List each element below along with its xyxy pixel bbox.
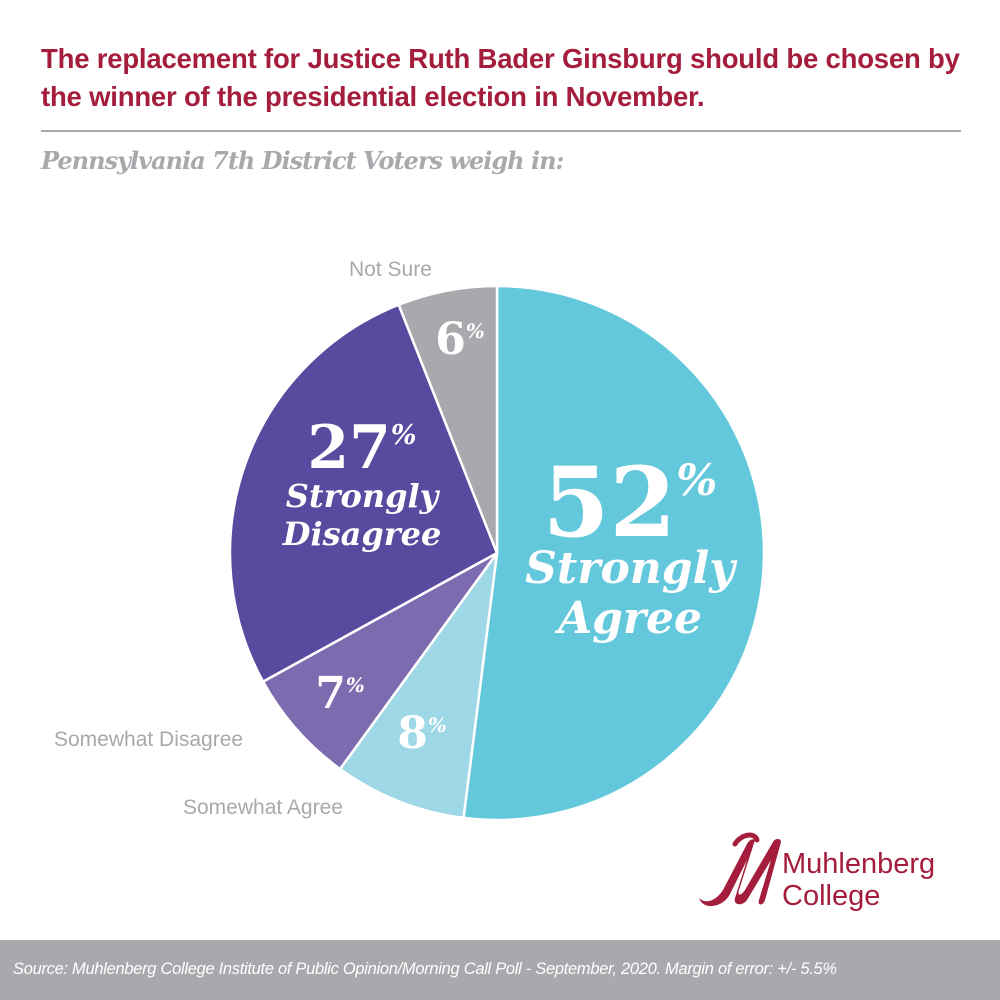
pie-slice-somewhat-disagree [261,551,499,771]
logo-line1: Muhlenberg [782,848,936,880]
percent-sign: % [427,713,447,737]
value-somewhat-disagree: 7% [300,672,380,716]
value-number: 52 [542,446,677,559]
muhlenberg-m-logo-icon [699,832,781,907]
label-somewhat-disagree: Somewhat Disagree [54,728,244,751]
label-not-sure: Not Sure [349,258,432,281]
value-strongly-disagree: 27% Strongly Disagree [262,418,462,550]
label-somewhat-agree: Somewhat Agree [183,796,343,819]
value-label-line1: Strongly [525,543,735,594]
value-label-line2: Agree [557,593,703,644]
value-number: 27 [307,413,391,483]
logo-text: Muhlenberg College [782,848,935,912]
pie-slice-not-sure [397,284,499,555]
source-note: Source: Muhlenberg College Institute of … [13,960,837,978]
percent-sign: % [345,673,365,697]
value-number: 7 [315,668,346,719]
chart-subtitle: Pennsylvania 7th District Voters weigh i… [41,146,564,175]
title-divider [41,130,961,132]
pie-slice-somewhat-agree [338,551,499,820]
value-not-sure: 6% [420,318,500,362]
pie-slice-strongly-disagree [228,303,499,683]
chart-title: The replacement for Justice Ruth Bader G… [41,43,960,112]
value-number: 8 [397,708,428,759]
percent-sign: % [390,420,417,451]
pie-slice-strongly-agree [462,284,766,822]
logo-line2: College [782,880,881,912]
percent-sign: % [676,455,718,506]
percent-sign: % [465,319,485,343]
value-label-line2: Disagree [282,515,442,553]
value-label-line1: Strongly [285,477,439,515]
value-strongly-agree: 52% Strongly Agree [515,455,745,641]
footer-bar: Source: Muhlenberg College Institute of … [0,940,1000,1000]
value-somewhat-agree: 8% [382,712,462,756]
value-number: 6 [435,314,466,365]
